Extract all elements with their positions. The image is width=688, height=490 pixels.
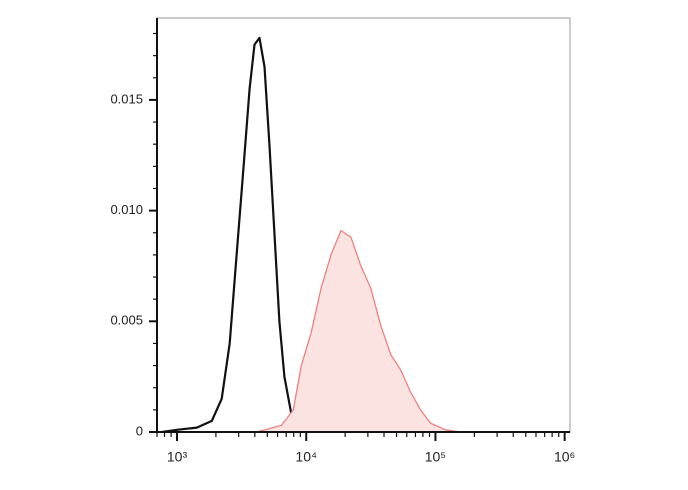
histogram-line	[256, 229, 461, 433]
x-tick-label: 10⁶	[554, 449, 575, 465]
y-tick-label: 0.015	[110, 91, 143, 106]
x-tick-label: 10⁴	[295, 449, 317, 465]
x-tick-label: 10⁵	[425, 449, 446, 465]
histogram-line	[161, 36, 317, 434]
histogram-fill	[256, 230, 461, 432]
y-tick-label: 0.005	[110, 313, 143, 328]
x-tick-label: 10³	[167, 449, 188, 465]
y-tick-label: 0.010	[110, 202, 143, 217]
y-tick-label: 0	[136, 423, 143, 438]
